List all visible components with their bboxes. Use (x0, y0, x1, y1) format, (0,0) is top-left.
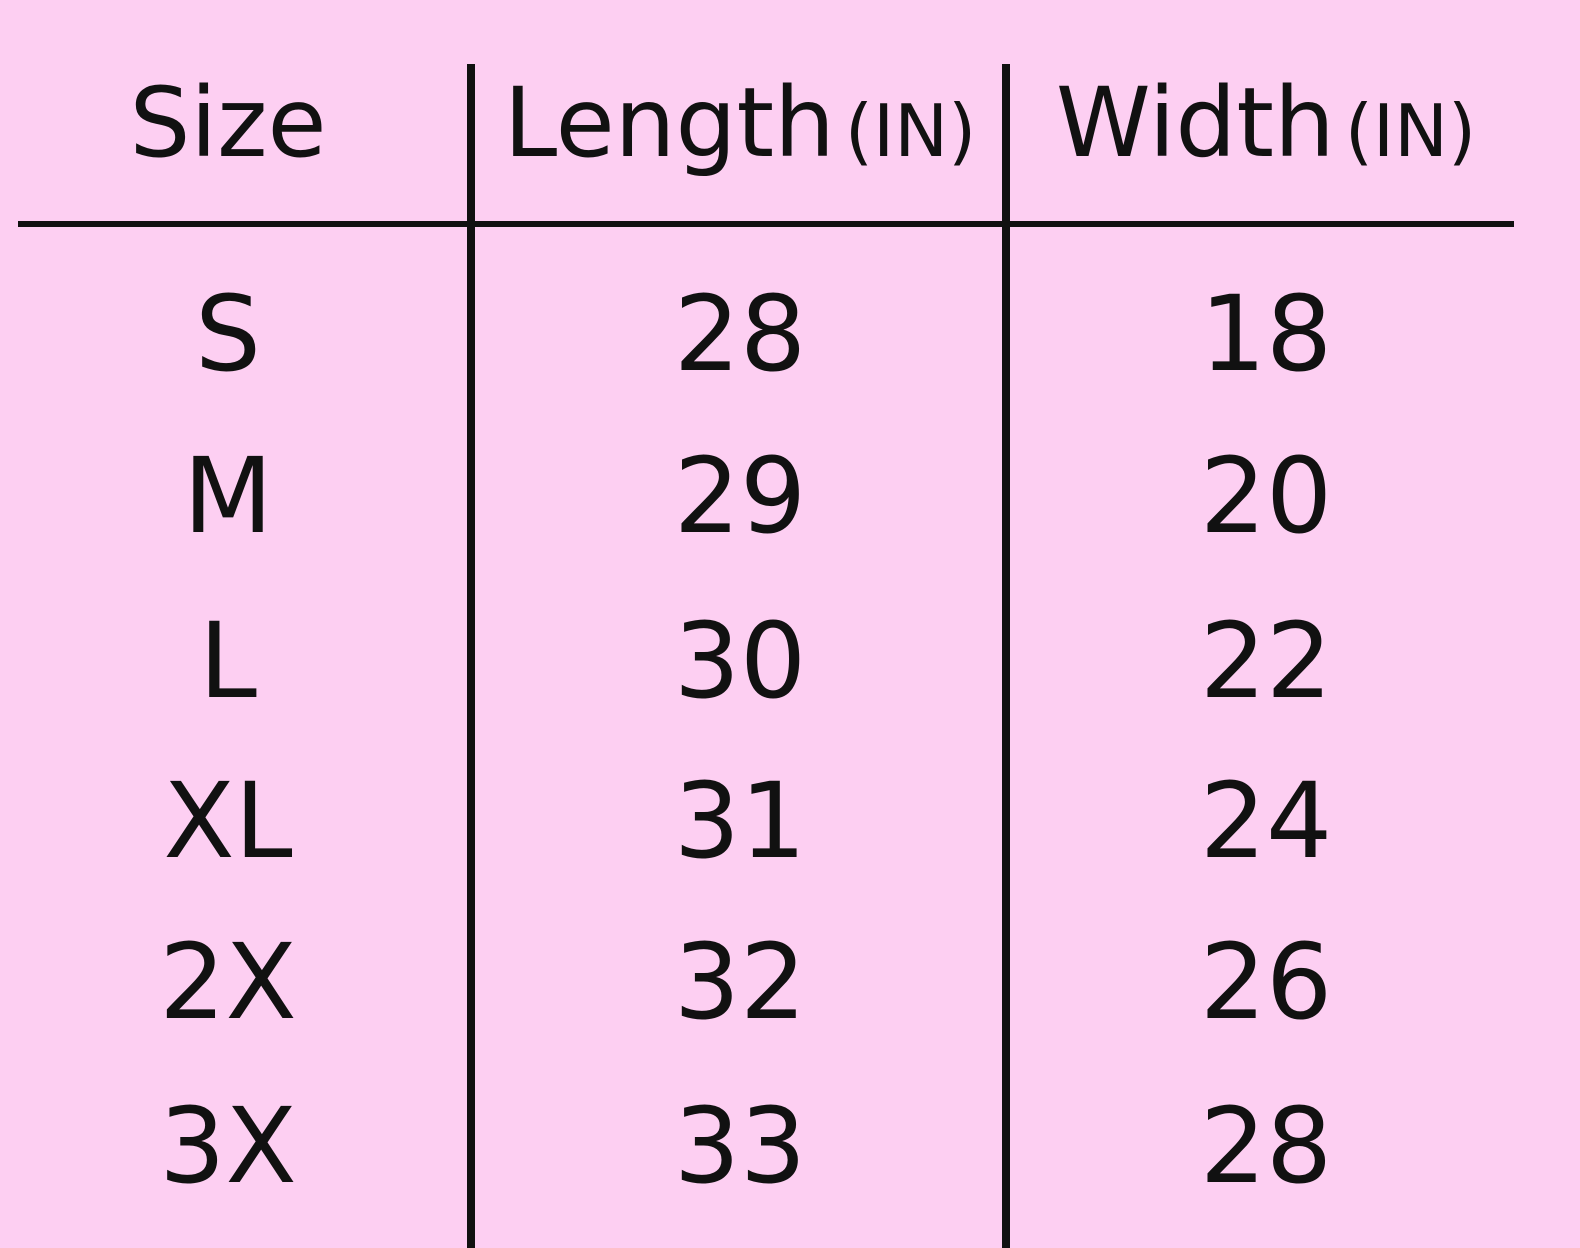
size-cell: XL (163, 760, 292, 882)
size-cell: M (183, 435, 273, 557)
measure-cell: 26 (1200, 921, 1332, 1043)
measure-cell: 24 (1200, 760, 1332, 882)
measure-cell: 28 (674, 273, 806, 395)
measure-cell: 33 (674, 1085, 806, 1207)
measure-cell: 18 (1200, 273, 1332, 395)
header-unit: (IN) (1345, 89, 1476, 173)
measure-cell: 30 (674, 600, 806, 722)
measure-cell: 29 (674, 435, 806, 557)
measure-cell: 20 (1200, 435, 1332, 557)
table: Size Length (IN) Width (IN)S 28 18M 29 20L 30 22XL… (129, 67, 1476, 1207)
header-cell: Width (IN) (1056, 67, 1476, 179)
measure-cell: 32 (674, 921, 806, 1043)
size-cell: S (195, 273, 261, 395)
size-cell: L (199, 600, 257, 722)
header-cell: Length (IN) (504, 67, 976, 179)
header-label: Length (504, 67, 835, 179)
header-label: Width (1056, 67, 1335, 179)
header-unit: (IN) (845, 89, 976, 173)
header-cell: Size (129, 67, 326, 179)
measure-cell: 28 (1200, 1085, 1332, 1207)
measure-cell: 31 (674, 760, 806, 882)
size-cell: 2X (159, 921, 296, 1043)
measure-cell: 22 (1200, 600, 1332, 722)
size-cell: 3X (159, 1085, 296, 1207)
header-label: Size (129, 67, 326, 179)
